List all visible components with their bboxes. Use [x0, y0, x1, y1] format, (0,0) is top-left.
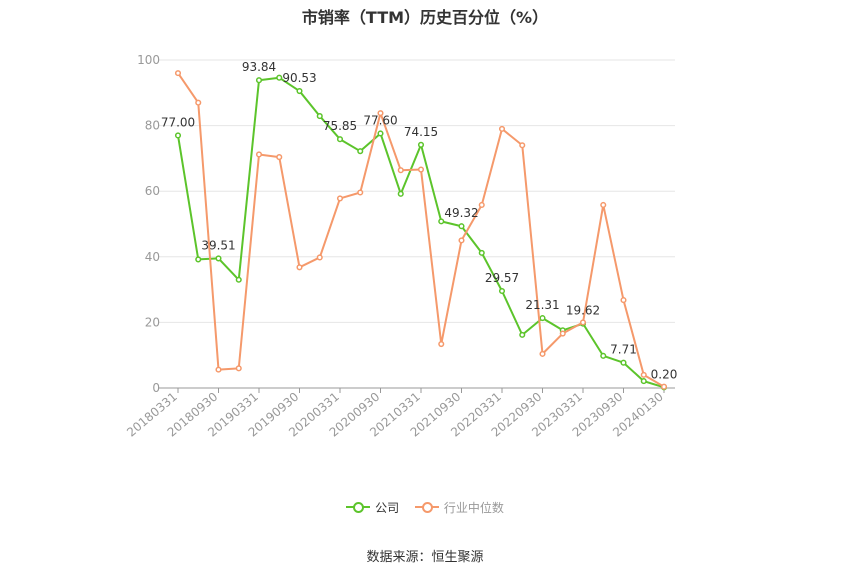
data-point [357, 148, 364, 155]
data-point [215, 366, 222, 373]
data-point [195, 256, 202, 263]
data-point [458, 237, 465, 244]
data-point [255, 77, 263, 84]
data-point [397, 167, 404, 174]
data-label: 19.62 [566, 304, 600, 318]
data-point [357, 189, 364, 196]
data-point [478, 201, 485, 209]
grid-lines [158, 59, 675, 323]
data-point [620, 359, 627, 366]
data-point [316, 254, 323, 261]
data-point [316, 113, 323, 120]
data-point [438, 218, 445, 225]
data-label: 74.15 [404, 125, 438, 139]
legend-marker-company [346, 502, 371, 513]
data-point [519, 142, 526, 149]
data-labels: 77.00 39.51 93.84 90.53 75.85 77.60 74.15 49.32… [161, 60, 678, 381]
data-point [498, 125, 506, 132]
data-label: 90.53 [282, 71, 316, 85]
data-point [498, 287, 506, 295]
y-tick-label: 60 [145, 184, 160, 198]
data-point [417, 166, 425, 173]
data-label: 93.84 [242, 60, 276, 74]
chart-title: 市销率（TTM）历史百分位（%） [301, 8, 549, 27]
series-lines [174, 70, 668, 391]
data-point [600, 352, 607, 359]
data-label: 75.85 [323, 119, 357, 133]
y-tick-label: 100 [137, 53, 160, 67]
data-point [195, 99, 202, 106]
data-point [539, 350, 546, 357]
data-point [660, 383, 668, 390]
data-point [174, 132, 182, 139]
data-point [640, 378, 647, 385]
data-point [478, 249, 485, 256]
data-point [539, 315, 546, 322]
legend-marker-industry-median [414, 502, 439, 513]
data-point [276, 154, 283, 161]
data-point [276, 74, 283, 81]
legend-item-industry-median[interactable]: 行业中位数 [414, 499, 504, 516]
data-point [336, 195, 344, 202]
legend-label-industry-median: 行业中位数 [443, 500, 504, 515]
data-point [579, 319, 587, 326]
data-point [296, 88, 303, 95]
data-point [296, 264, 303, 271]
legend: 公司 行业中位数 [0, 497, 850, 516]
legend-item-company[interactable]: 公司 [346, 499, 399, 516]
data-point [215, 255, 222, 262]
data-point [255, 151, 263, 158]
data-point [519, 331, 526, 338]
data-label: 77.60 [363, 113, 397, 127]
series-line-1 [177, 72, 665, 388]
data-point [377, 130, 384, 137]
data-label: 77.00 [161, 115, 195, 129]
data-label: 39.51 [201, 238, 235, 252]
y-tick-label: 80 [145, 119, 160, 133]
data-point [336, 136, 344, 143]
data-point [235, 276, 242, 283]
data-label: 49.32 [444, 206, 478, 220]
data-point [174, 70, 182, 77]
data-point [377, 110, 384, 117]
data-point [417, 141, 425, 148]
data-label: 29.57 [485, 271, 519, 285]
data-point [600, 201, 607, 209]
data-label: 21.31 [525, 298, 559, 312]
legend-label-company: 公司 [375, 500, 400, 515]
data-point [438, 340, 445, 348]
data-point [559, 330, 566, 337]
y-tick-label: 0 [152, 381, 160, 395]
y-tick-label: 40 [145, 250, 160, 264]
data-point [458, 223, 465, 230]
data-label: 0.20 [651, 367, 678, 381]
data-point [235, 365, 242, 372]
data-source: 数据来源：恒生聚源 [366, 550, 484, 565]
y-tick-label: 20 [145, 315, 160, 329]
data-point [397, 190, 404, 197]
data-point [640, 371, 647, 378]
data-point [620, 297, 627, 304]
data-label: 7.71 [610, 343, 637, 357]
